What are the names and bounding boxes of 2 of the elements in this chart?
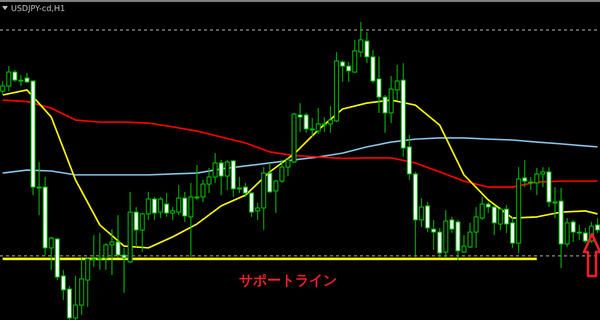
ref-line-label: サポートライン bbox=[238, 272, 337, 289]
chart-title: USDJPY-cd,H1 bbox=[11, 4, 66, 13]
